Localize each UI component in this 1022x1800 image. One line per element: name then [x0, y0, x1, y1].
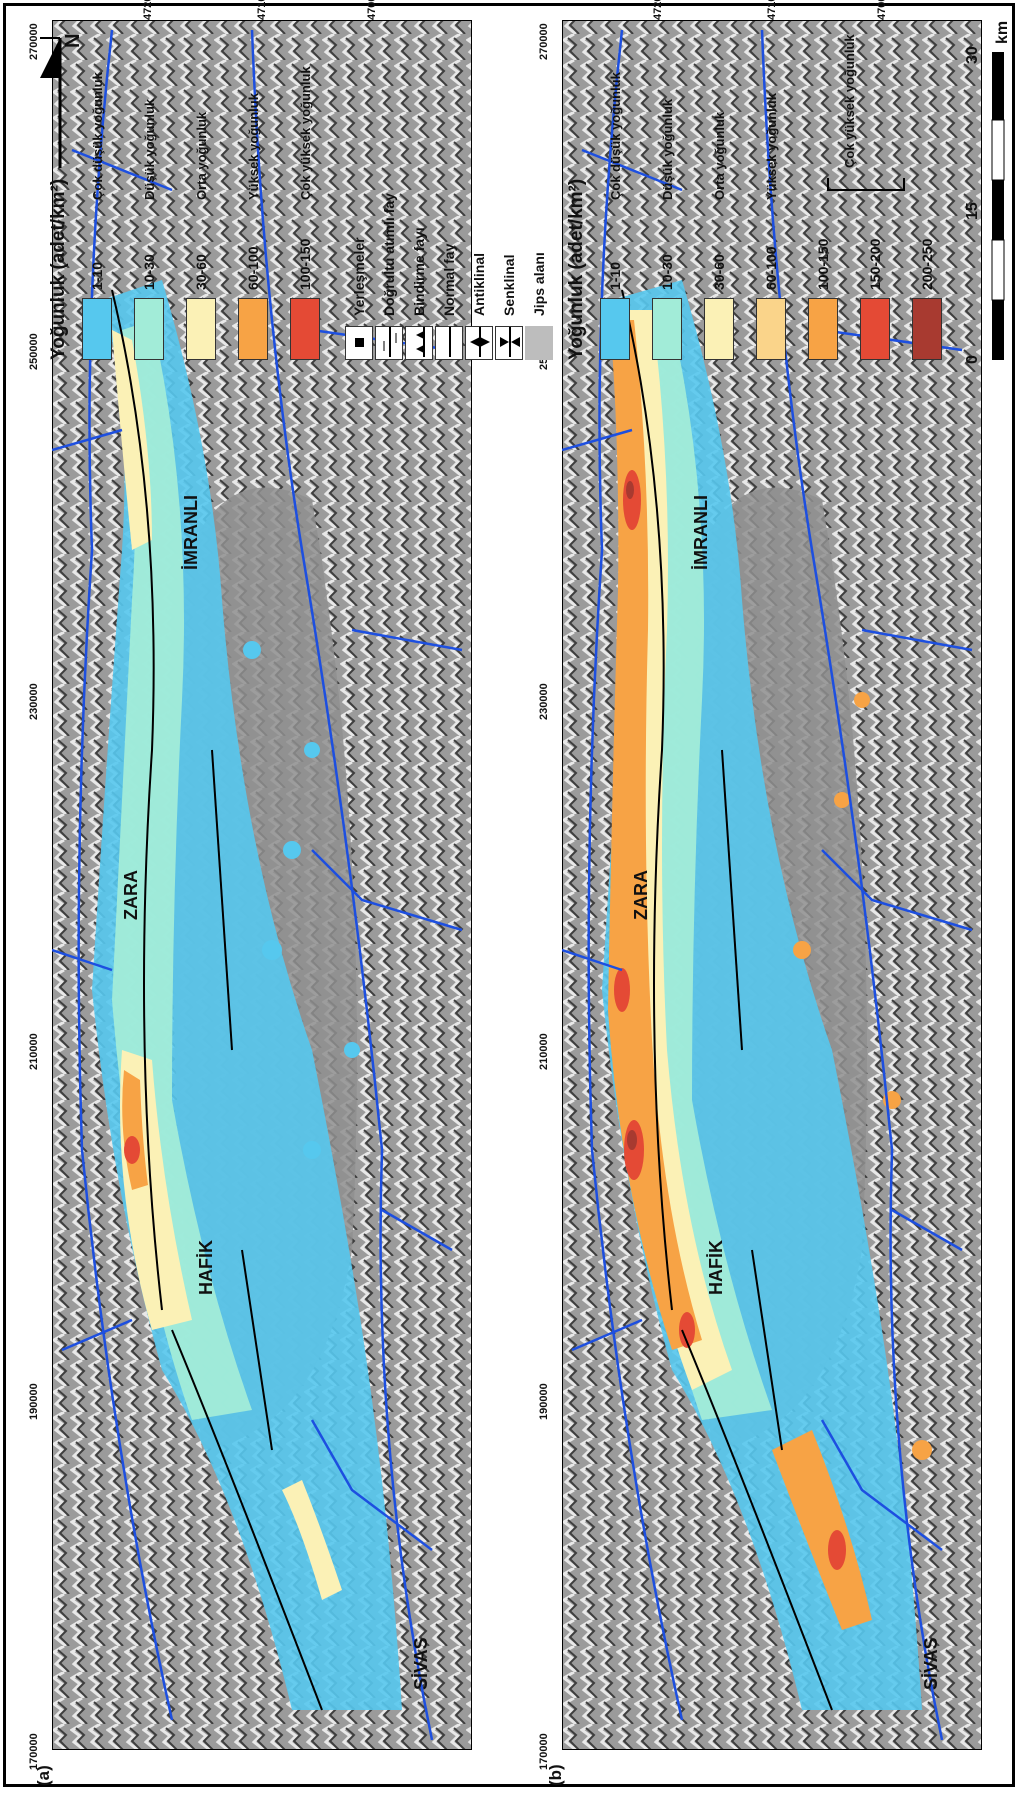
legend-desc: Yüksek yoğunluk	[764, 93, 779, 200]
legend-desc: Çok yüksek yoğunluk	[298, 66, 313, 200]
legend-range: 60-100	[763, 246, 779, 290]
legend-range: 200-250	[919, 238, 935, 290]
legend-swatch	[186, 298, 216, 360]
scale-unit: km	[994, 20, 1011, 44]
legend-desc: Yüksek yoğunluk	[246, 93, 261, 200]
legend-title: Yoğunluk (adet/km²)	[566, 178, 587, 360]
figure-content: (a)	[6, 0, 1022, 1800]
thrust-fault-icon	[405, 326, 433, 360]
y-tick-label: 4710000	[766, 0, 778, 20]
town-label: SİVAS	[411, 1637, 431, 1690]
legend-symbol-label: Yerleşmeler	[351, 237, 367, 316]
scale-bar-graphic	[991, 52, 1005, 360]
panel-b-map	[562, 20, 982, 1750]
legend-bracket	[827, 178, 905, 191]
panel-a-map	[52, 20, 472, 1750]
x-tick-label: 230000	[538, 683, 550, 720]
legend-desc: Çok düşük yoğunluk	[90, 72, 105, 200]
x-tick-label: 210000	[538, 1033, 550, 1070]
legend-range: 10-30	[141, 254, 157, 290]
north-arrow-icon	[40, 37, 62, 168]
legend-range: 30-60	[711, 254, 727, 290]
y-tick-label: 4720000	[652, 0, 664, 20]
y-tick-label: 4700000	[366, 0, 378, 20]
legend-range: 1-10	[89, 261, 105, 290]
town-label: HAFİK	[706, 1240, 726, 1295]
legend-desc: Orta yoğunluk	[712, 111, 727, 200]
x-tick-label: 230000	[28, 683, 40, 720]
legend-bracket-label: Çok yüksek yoğunluk	[842, 34, 857, 168]
legend-symbol-label: Normal fay	[441, 243, 457, 316]
legend-swatch	[290, 298, 320, 360]
x-tick-label: 170000	[28, 1733, 40, 1770]
legend-range: 100-150	[815, 238, 831, 290]
syncline-icon	[495, 326, 523, 360]
legend-title: Yoğunluk (adet/km²)	[48, 178, 69, 360]
legend-range: 1-10	[607, 261, 623, 290]
legend-desc: Orta yoğunluk	[194, 111, 209, 200]
legend-swatch	[134, 298, 164, 360]
legend-swatch	[704, 298, 734, 360]
legend-swatch	[600, 298, 630, 360]
legend-swatch	[82, 298, 112, 360]
town-label: ZARA	[631, 870, 651, 920]
legend-swatch	[652, 298, 682, 360]
x-tick-label: 210000	[28, 1033, 40, 1070]
x-tick-label: 190000	[538, 1383, 550, 1420]
figure-frame: (a)	[3, 0, 1015, 1787]
legend-desc: Düşük yoğunluk	[660, 98, 675, 200]
gypsum-area-icon	[525, 326, 553, 360]
legend-symbol-label: Doğrultu atımlı fay	[381, 193, 397, 316]
scale-tick: 0	[964, 355, 981, 364]
legend-swatch	[808, 298, 838, 360]
normal-fault-icon	[435, 326, 463, 360]
x-tick-label: 170000	[538, 1733, 550, 1770]
y-tick-label: 4700000	[876, 0, 888, 20]
legend-symbol-label: Antiklinal	[471, 252, 487, 316]
town-label: SİVAS	[921, 1637, 941, 1690]
legend-swatch	[238, 298, 268, 360]
legend-range: 60-100	[245, 246, 261, 290]
y-tick-label: 4720000	[142, 0, 154, 20]
legend-symbol-label: Senklinal	[501, 254, 517, 316]
legend-range: 100-150	[297, 238, 313, 290]
x-tick-label: 270000	[538, 23, 550, 60]
legend-desc: Düşük yoğunluk	[142, 98, 157, 200]
legend-symbol-label: Jips alanı	[531, 252, 547, 316]
legend-swatch	[860, 298, 890, 360]
scale-tick: 15	[964, 202, 981, 220]
legend-symbol-label: Bindirme fayı	[411, 227, 427, 316]
legend-swatch	[912, 298, 942, 360]
town-label: HAFİK	[196, 1240, 216, 1295]
town-label: İMRANLI	[181, 495, 201, 570]
town-label: İMRANLI	[691, 495, 711, 570]
town-label: ZARA	[121, 870, 141, 920]
legend-range: 30-60	[193, 254, 209, 290]
legend-range: 150-200	[867, 238, 883, 290]
strike-slip-fault-icon	[375, 326, 403, 360]
settlement-icon	[345, 326, 373, 360]
anticline-icon	[465, 326, 493, 360]
x-tick-label: 250000	[28, 333, 40, 370]
y-tick-label: 4710000	[256, 0, 268, 20]
legend-desc: Çok düşük yoğunluk	[608, 72, 623, 200]
scale-tick: 30	[964, 46, 981, 64]
legend-range: 10-30	[659, 254, 675, 290]
x-tick-label: 190000	[28, 1383, 40, 1420]
legend-swatch	[756, 298, 786, 360]
north-label: N	[62, 33, 84, 48]
